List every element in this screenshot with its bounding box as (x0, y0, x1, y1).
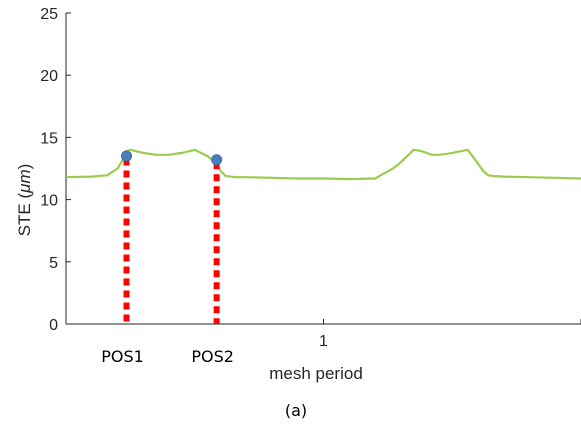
y-tick-label: 20 (40, 68, 58, 85)
ste-series-line (65, 148, 581, 181)
x-axis-title: mesh period (269, 364, 363, 383)
position-annotations: POS1 POS2 (101, 158, 234, 366)
y-tick-label: 5 (49, 255, 58, 272)
y-tick-label: 10 (40, 193, 58, 210)
x-tick-label: 1 (319, 333, 328, 350)
y-axis-title: STE (μm) (15, 164, 34, 237)
data-markers (121, 150, 223, 166)
y-tick-label: 15 (40, 130, 58, 147)
y-axis-title-unit: μm (15, 169, 34, 193)
series-lines (65, 148, 581, 181)
position-label: POS2 (191, 347, 234, 366)
position-label: POS1 (101, 347, 144, 366)
axes: 051015202512 (40, 6, 581, 350)
y-axis-title-suffix: ) (15, 164, 34, 170)
y-tick-label: 25 (40, 6, 58, 23)
y-tick-label: 0 (49, 317, 58, 334)
y-axis-title-prefix: STE ( (15, 193, 34, 237)
position-marker (211, 154, 223, 166)
figure-caption: (a) (285, 401, 307, 420)
position-marker (121, 150, 133, 162)
